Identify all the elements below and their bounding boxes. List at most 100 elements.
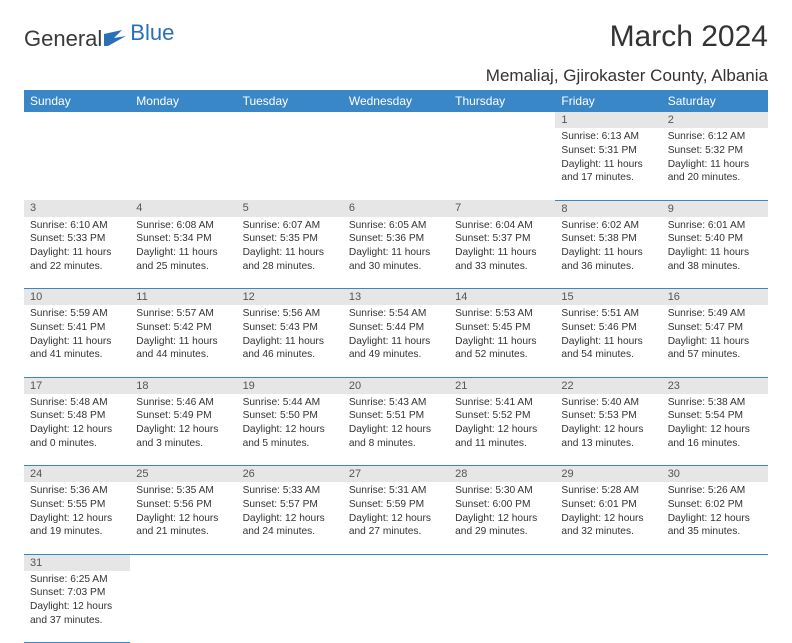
day-cell: Sunrise: 6:08 AMSunset: 5:34 PMDaylight:… — [130, 217, 236, 289]
day-ss: Sunset: 5:57 PM — [243, 498, 337, 512]
day-ss: Sunset: 5:55 PM — [30, 498, 124, 512]
day-ss: Sunset: 5:37 PM — [455, 232, 549, 246]
day-number — [662, 554, 768, 571]
day-number — [24, 112, 130, 128]
day-sr: Sunrise: 5:48 AM — [30, 396, 124, 410]
day-dl1: Daylight: 11 hours — [455, 246, 549, 260]
day-sr: Sunrise: 5:30 AM — [455, 484, 549, 498]
day-number: 10 — [24, 289, 130, 306]
day-dl1: Daylight: 11 hours — [561, 246, 655, 260]
day-sr: Sunrise: 6:05 AM — [349, 219, 443, 233]
day-number: 3 — [24, 200, 130, 217]
day-dl2: and 33 minutes. — [455, 260, 549, 274]
day-ss: Sunset: 5:38 PM — [561, 232, 655, 246]
day-sr: Sunrise: 5:36 AM — [30, 484, 124, 498]
day-number: 24 — [24, 466, 130, 483]
month-title: March 2024 — [610, 20, 768, 54]
day-ss: Sunset: 5:43 PM — [243, 321, 337, 335]
day-ss: Sunset: 7:03 PM — [30, 586, 124, 600]
day-number — [343, 554, 449, 571]
day-dl1: Daylight: 12 hours — [136, 423, 230, 437]
day-ss: Sunset: 5:51 PM — [349, 409, 443, 423]
week-row: Sunrise: 5:36 AMSunset: 5:55 PM Daylight:… — [24, 482, 768, 554]
day-dl1: Daylight: 11 hours — [349, 246, 443, 260]
day-cell — [555, 571, 661, 643]
day-dl1: Daylight: 11 hours — [349, 335, 443, 349]
calendar-header-row: SundayMondayTuesdayWednesdayThursdayFrid… — [24, 90, 768, 112]
day-dl2: and 35 minutes. — [668, 525, 762, 539]
day-cell: Sunrise: 6:05 AMSunset: 5:36 PMDaylight:… — [343, 217, 449, 289]
day-number: 31 — [24, 554, 130, 571]
day-cell: Sunrise: 5:26 AMSunset: 6:02 PMDaylight:… — [662, 482, 768, 554]
day-ss: Sunset: 5:53 PM — [561, 409, 655, 423]
day-dl1: Daylight: 12 hours — [349, 512, 443, 526]
day-cell: Sunrise: 6:25 AMSunset: 7:03 PMDaylight:… — [24, 571, 130, 643]
day-dl2: and 16 minutes. — [668, 437, 762, 451]
day-dl1: Daylight: 12 hours — [349, 423, 443, 437]
day-number — [449, 554, 555, 571]
calendar-table: SundayMondayTuesdayWednesdayThursdayFrid… — [24, 90, 768, 643]
day-cell: Sunrise: 5:53 AMSunset: 5:45 PMDaylight:… — [449, 305, 555, 377]
weekday-header: Thursday — [449, 90, 555, 112]
flag-icon — [104, 30, 126, 46]
day-cell: Sunrise: 5:48 AMSunset: 5:48 PMDaylight:… — [24, 394, 130, 466]
day-dl1: Daylight: 11 hours — [243, 246, 337, 260]
daynum-row: 3456789 — [24, 200, 768, 217]
day-ss: Sunset: 5:40 PM — [668, 232, 762, 246]
day-dl2: and 19 minutes. — [30, 525, 124, 539]
day-cell: Sunrise: 6:07 AMSunset: 5:35 PMDaylight:… — [237, 217, 343, 289]
day-number: 29 — [555, 466, 661, 483]
day-dl2: and 27 minutes. — [349, 525, 443, 539]
day-number: 4 — [130, 200, 236, 217]
day-number: 27 — [343, 466, 449, 483]
day-number — [237, 554, 343, 571]
day-dl2: and 3 minutes. — [136, 437, 230, 451]
day-sr: Sunrise: 6:01 AM — [668, 219, 762, 233]
day-ss: Sunset: 5:46 PM — [561, 321, 655, 335]
day-sr: Sunrise: 6:25 AM — [30, 573, 124, 587]
day-sr: Sunrise: 6:12 AM — [668, 130, 762, 144]
day-dl1: Daylight: 12 hours — [30, 423, 124, 437]
day-number — [130, 112, 236, 128]
day-ss: Sunset: 5:49 PM — [136, 409, 230, 423]
day-number — [237, 112, 343, 128]
day-ss: Sunset: 5:34 PM — [136, 232, 230, 246]
day-cell — [449, 571, 555, 643]
day-number — [449, 112, 555, 128]
day-cell: Sunrise: 5:35 AMSunset: 5:56 PMDaylight:… — [130, 482, 236, 554]
daynum-row: 12 — [24, 112, 768, 128]
day-dl2: and 13 minutes. — [561, 437, 655, 451]
day-dl2: and 38 minutes. — [668, 260, 762, 274]
day-number: 6 — [343, 200, 449, 217]
day-number: 15 — [555, 289, 661, 306]
day-sr: Sunrise: 5:54 AM — [349, 307, 443, 321]
day-number: 11 — [130, 289, 236, 306]
day-sr: Sunrise: 6:04 AM — [455, 219, 549, 233]
day-dl1: Daylight: 12 hours — [561, 512, 655, 526]
day-cell: Sunrise: 5:51 AMSunset: 5:46 PMDaylight:… — [555, 305, 661, 377]
day-number: 21 — [449, 377, 555, 394]
day-dl2: and 22 minutes. — [30, 260, 124, 274]
day-cell: Sunrise: 5:41 AMSunset: 5:52 PMDaylight:… — [449, 394, 555, 466]
day-number: 25 — [130, 466, 236, 483]
day-sr: Sunrise: 5:53 AM — [455, 307, 549, 321]
day-ss: Sunset: 5:54 PM — [668, 409, 762, 423]
day-cell — [343, 128, 449, 200]
day-dl2: and 41 minutes. — [30, 348, 124, 362]
day-dl1: Daylight: 11 hours — [561, 335, 655, 349]
day-dl1: Daylight: 12 hours — [136, 512, 230, 526]
day-number: 17 — [24, 377, 130, 394]
day-cell: Sunrise: 5:31 AMSunset: 5:59 PMDaylight:… — [343, 482, 449, 554]
day-number: 28 — [449, 466, 555, 483]
day-dl2: and 52 minutes. — [455, 348, 549, 362]
logo-text-general: General — [24, 26, 102, 52]
day-sr: Sunrise: 5:26 AM — [668, 484, 762, 498]
day-sr: Sunrise: 5:44 AM — [243, 396, 337, 410]
day-number: 23 — [662, 377, 768, 394]
day-cell: Sunrise: 5:54 AMSunset: 5:44 PMDaylight:… — [343, 305, 449, 377]
day-cell — [662, 571, 768, 643]
weekday-header: Tuesday — [237, 90, 343, 112]
logo-blue-wrap: Blue — [104, 20, 174, 46]
day-cell: Sunrise: 5:59 AMSunset: 5:41 PMDaylight:… — [24, 305, 130, 377]
weekday-header: Sunday — [24, 90, 130, 112]
